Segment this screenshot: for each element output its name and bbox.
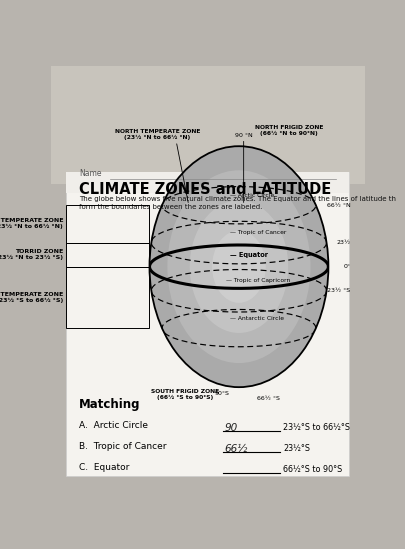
Text: 23½°S: 23½°S <box>283 444 310 453</box>
Ellipse shape <box>190 200 288 333</box>
Ellipse shape <box>212 231 266 303</box>
Bar <box>66 205 149 243</box>
Text: The globe below shows five natural climate zones. The Equator and the lines of l: The globe below shows five natural clima… <box>79 196 396 210</box>
Bar <box>66 243 149 267</box>
Text: SOUTH FRIGID ZONE
(66½ °S to 90°S): SOUTH FRIGID ZONE (66½ °S to 90°S) <box>151 389 220 400</box>
Text: — Antarctic Circle: — Antarctic Circle <box>230 316 284 321</box>
Text: — Equator: — Equator <box>230 253 268 259</box>
Text: NORTH FRIGID ZONE
(66½ °N to 90°N): NORTH FRIGID ZONE (66½ °N to 90°N) <box>255 125 324 136</box>
Text: 90°S: 90°S <box>214 391 229 396</box>
Ellipse shape <box>149 146 328 387</box>
FancyBboxPatch shape <box>66 171 349 193</box>
Text: 0°: 0° <box>343 264 350 269</box>
Text: Matching: Matching <box>79 397 141 411</box>
Text: 66½ °S: 66½ °S <box>257 396 280 401</box>
Text: — Arctic Circle: — Arctic Circle <box>230 193 274 198</box>
Text: CLIMATE ZONES and LATITUDE: CLIMATE ZONES and LATITUDE <box>79 182 331 197</box>
Text: A.  Arctic Circle: A. Arctic Circle <box>79 421 148 430</box>
Text: 66½°S to 90°S: 66½°S to 90°S <box>283 465 342 474</box>
Text: 90 °N: 90 °N <box>235 133 253 138</box>
Text: B.  Tropic of Cancer: B. Tropic of Cancer <box>79 442 166 451</box>
FancyBboxPatch shape <box>51 66 364 184</box>
Text: NORTH TEMPERATE ZONE
(23½ °N to 66½ °N): NORTH TEMPERATE ZONE (23½ °N to 66½ °N) <box>0 219 63 229</box>
Text: 23½: 23½ <box>336 240 350 245</box>
Text: 90: 90 <box>225 423 238 433</box>
Text: 66½: 66½ <box>225 444 248 454</box>
Text: — Tropic of Capricorn: — Tropic of Capricorn <box>226 278 291 283</box>
Text: 23½°S to 66½°S: 23½°S to 66½°S <box>283 423 350 432</box>
Ellipse shape <box>167 170 311 363</box>
Text: 23½ °S: 23½ °S <box>327 288 350 293</box>
Text: 66½ °N: 66½ °N <box>326 203 350 208</box>
Text: Name: Name <box>79 169 101 178</box>
Bar <box>66 267 149 328</box>
Text: — Tropic of Cancer: — Tropic of Cancer <box>230 229 286 234</box>
Text: C.  Equator: C. Equator <box>79 463 129 472</box>
Text: TORRID ZONE
(23½ °N to 23½ °S): TORRID ZONE (23½ °N to 23½ °S) <box>0 249 63 260</box>
FancyBboxPatch shape <box>66 171 349 476</box>
Text: SOUTH TEMPERATE ZONE
(23½ °S to 66½ °S): SOUTH TEMPERATE ZONE (23½ °S to 66½ °S) <box>0 292 63 303</box>
Text: NORTH TEMPERATE ZONE
(23½ °N to 66½ °N): NORTH TEMPERATE ZONE (23½ °N to 66½ °N) <box>115 129 200 140</box>
